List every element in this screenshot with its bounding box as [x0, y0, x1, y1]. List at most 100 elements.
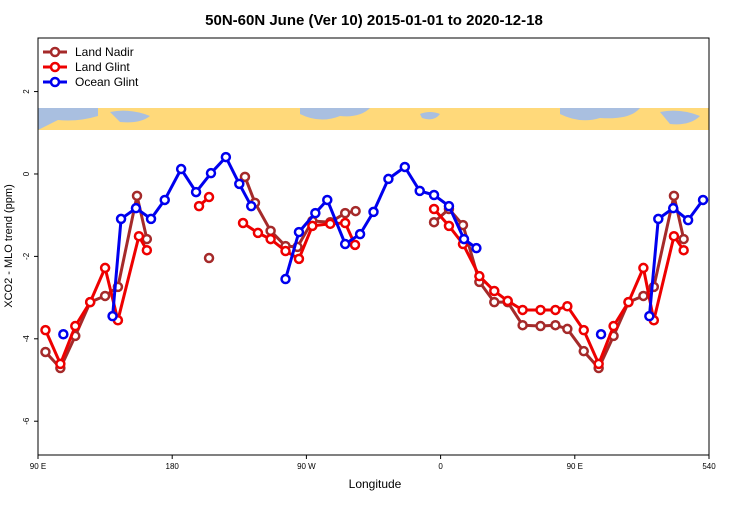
data-point — [471, 242, 482, 254]
legend-label: Land Nadir — [75, 45, 134, 59]
y-tick-label: -2 — [22, 252, 31, 260]
x-tick-label: 180 — [166, 462, 180, 471]
data-point — [502, 295, 513, 307]
data-point — [159, 194, 170, 206]
data-point — [623, 296, 634, 308]
data-point — [205, 167, 217, 179]
x-axis-label: Longitude — [349, 477, 402, 491]
data-point — [307, 220, 318, 232]
plot-frame — [37, 37, 710, 456]
data-point — [668, 190, 680, 202]
data-point — [644, 310, 655, 322]
data-point — [310, 207, 321, 219]
data-point — [58, 329, 69, 340]
data-point — [517, 319, 528, 331]
data-point — [667, 202, 679, 214]
series-line — [44, 195, 685, 366]
data-point — [595, 329, 607, 340]
data-point — [293, 226, 305, 238]
data-point — [443, 200, 455, 212]
data-point — [489, 296, 500, 308]
legend-marker — [49, 76, 61, 88]
data-point — [175, 163, 187, 175]
data-point — [550, 304, 561, 316]
data-point — [280, 273, 291, 285]
data-point — [458, 233, 470, 245]
data-point — [322, 194, 333, 206]
data-point — [638, 262, 649, 274]
data-point — [115, 213, 127, 225]
data-point — [239, 171, 251, 183]
data-point — [578, 345, 589, 357]
data-point — [252, 227, 264, 239]
data-point — [234, 178, 245, 190]
data-point — [428, 216, 440, 228]
data-point — [474, 270, 485, 282]
y-tick-label: -6 — [22, 417, 31, 425]
data-point — [350, 205, 361, 217]
data-point — [40, 346, 51, 358]
data-point — [203, 252, 215, 264]
data-point — [325, 218, 336, 230]
data-point — [550, 319, 561, 331]
data-point — [193, 200, 205, 212]
map-strip — [38, 108, 709, 130]
y-axis-label: XCO2 - MLO trend (ppm) — [3, 184, 15, 307]
data-point — [593, 358, 604, 370]
data-point — [535, 320, 546, 332]
data-point — [682, 214, 694, 226]
data-point — [428, 203, 440, 215]
data-point — [414, 185, 425, 197]
x-tick-label: 90 E — [567, 462, 583, 471]
y-tick-label: 0 — [22, 171, 31, 176]
data-point — [237, 217, 249, 229]
data-point — [245, 200, 257, 212]
data-point — [383, 173, 394, 185]
x-tick-label: 90 E — [30, 462, 46, 471]
data-point — [608, 320, 619, 332]
legend-marker — [49, 46, 61, 58]
x-tick-label: 90 W — [297, 462, 316, 471]
data-point — [203, 191, 215, 203]
legend-label: Land Glint — [75, 60, 130, 74]
data-point — [399, 161, 411, 173]
data-point — [280, 245, 291, 257]
data-point — [668, 230, 680, 242]
data-point — [107, 310, 118, 322]
data-point — [354, 228, 366, 240]
data-point — [141, 244, 153, 256]
data-point — [131, 190, 143, 202]
data-point — [517, 304, 528, 316]
data-point — [99, 262, 111, 274]
x-tick-label: 0 — [438, 462, 443, 471]
legend-label: Ocean Glint — [75, 75, 139, 89]
data-point — [697, 194, 709, 206]
data-point — [562, 300, 573, 312]
data-point — [70, 320, 81, 332]
data-point — [428, 189, 440, 201]
data-point — [535, 304, 546, 316]
x-tick-label: 540 — [702, 462, 716, 471]
chart-title: 50N-60N June (Ver 10) 2015-01-01 to 2020… — [205, 12, 543, 29]
series-line — [111, 155, 705, 317]
y-tick-label: -4 — [22, 335, 31, 343]
data-point — [349, 239, 361, 251]
data-point — [130, 202, 142, 214]
data-point — [678, 244, 689, 256]
data-point — [265, 233, 276, 245]
data-point — [220, 151, 232, 163]
data-point — [99, 290, 111, 302]
data-point — [145, 213, 157, 225]
data-point — [368, 206, 379, 218]
data-point — [578, 324, 589, 336]
data-point — [55, 358, 66, 370]
legend-marker — [49, 61, 61, 73]
y-tick-label: 2 — [22, 89, 31, 94]
data-point — [489, 285, 500, 297]
data-point — [562, 323, 573, 335]
data-point — [339, 238, 351, 250]
data-point — [638, 290, 649, 302]
data-point — [84, 296, 96, 308]
data-point — [40, 324, 51, 336]
